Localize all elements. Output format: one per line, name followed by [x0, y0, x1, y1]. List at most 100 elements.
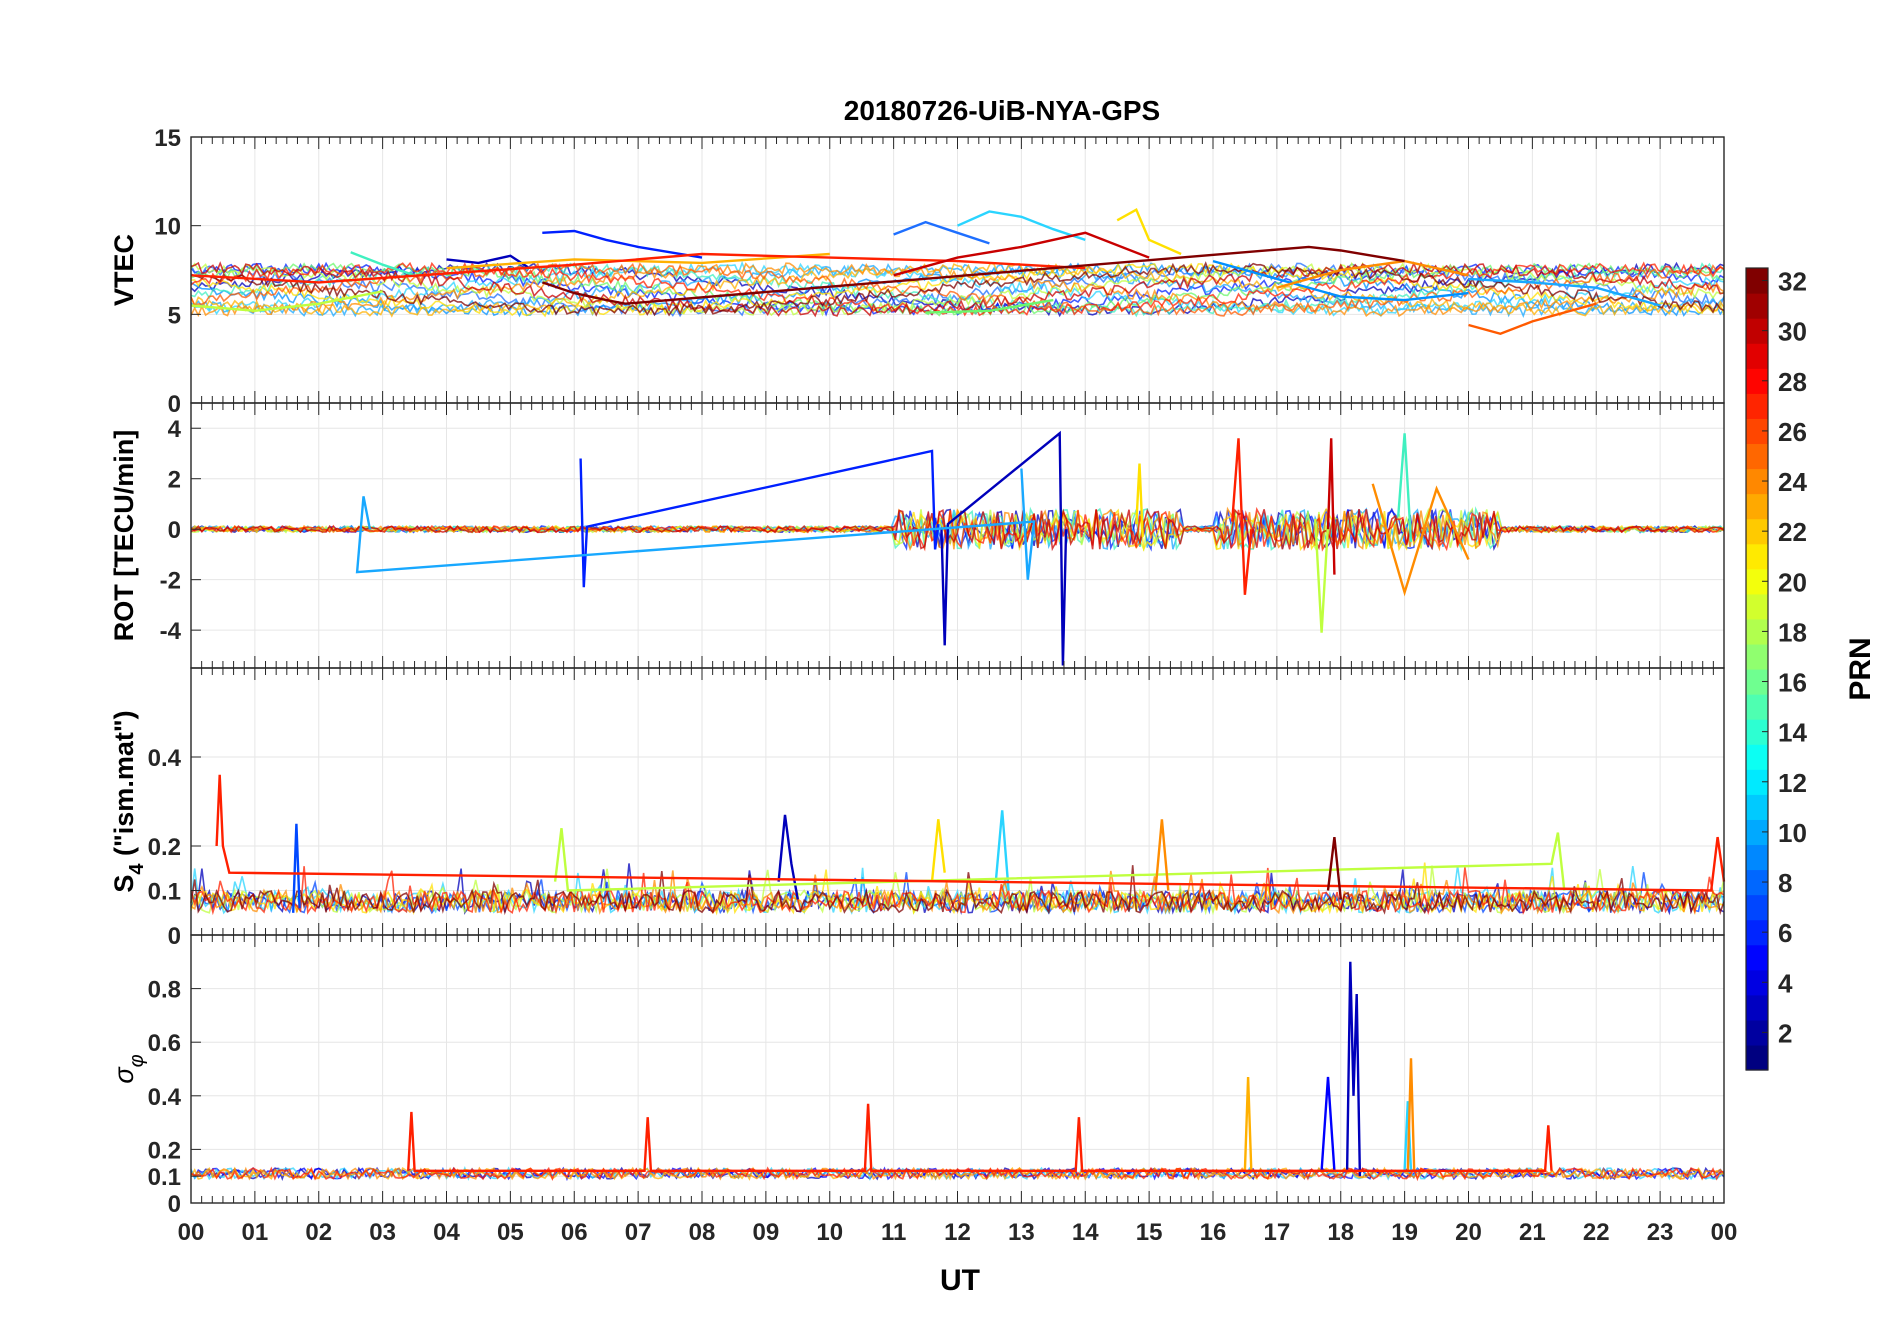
- sigma_phi-y-label-main: σ: [109, 1066, 139, 1084]
- vtec-series-prn-8: [1212, 259, 1469, 302]
- vtec-series-prn-16: [925, 298, 1054, 314]
- s4-series-prn-24: [1154, 819, 1170, 891]
- sigma_phi-y-tick-label: 0: [168, 1191, 181, 1218]
- rot-noise-trace: [190, 508, 1725, 552]
- colorbar-swatch: [1746, 593, 1768, 620]
- vtec-x-ticks: [190, 137, 1725, 403]
- s4-noise-trace: [190, 866, 1725, 916]
- figure-title: 20180726-UiB-NYA-GPS: [844, 95, 1160, 126]
- rot-series-prn-14: [1397, 433, 1413, 542]
- s4-noise-traces: [190, 862, 1725, 916]
- colorbar-swatch: [1746, 819, 1768, 846]
- x-tick-label: 10: [816, 1219, 843, 1246]
- rot-y-tick-label: -2: [160, 568, 181, 595]
- vtec-noise-trace: [190, 262, 1725, 318]
- vtec-series-prn-32: [541, 245, 1405, 305]
- x-tick-label: 19: [1391, 1219, 1418, 1246]
- vtec-y-label: VTEC: [109, 234, 139, 306]
- vtec-noise-trace: [190, 262, 1725, 318]
- sigma_phi-series-prn-24: [1406, 1058, 1416, 1171]
- x-tick-label: 14: [1072, 1219, 1099, 1246]
- colorbar-tick-label: 10: [1778, 818, 1807, 848]
- vtec-series: [190, 208, 1661, 336]
- x-axis-label: UT: [940, 1264, 980, 1297]
- colorbar-swatch: [1746, 643, 1768, 670]
- x-tick-label: 16: [1200, 1219, 1227, 1246]
- s4-y-tick-label: 0: [168, 923, 181, 950]
- x-tick-label: 04: [433, 1219, 460, 1246]
- colorbar-swatch: [1746, 994, 1768, 1021]
- colorbar-swatch: [1746, 318, 1768, 344]
- colorbar-swatch: [1746, 518, 1768, 545]
- colorbar-swatch: [1746, 418, 1768, 445]
- x-tick-label: 21: [1519, 1219, 1546, 1246]
- colorbar-swatch: [1746, 268, 1768, 294]
- vtec-series-prn-14: [350, 251, 415, 277]
- colorbar-swatch: [1746, 343, 1768, 369]
- x-tick-label: 00: [178, 1219, 205, 1246]
- colorbar-tick-label: 2: [1778, 1018, 1792, 1048]
- colorbar-swatch: [1746, 969, 1768, 996]
- vtec-series-prn-28: [190, 252, 1086, 284]
- rot-series-prn-20: [1135, 463, 1144, 537]
- colorbar-tick-label: 26: [1778, 417, 1807, 447]
- x-tick-label: 20: [1455, 1219, 1482, 1246]
- sigma_phi-y-tick-label: 0.1: [148, 1164, 181, 1191]
- colorbar-label: PRN: [1844, 637, 1877, 700]
- sigma_phi-y-label-sub: φ: [126, 1054, 148, 1067]
- colorbar-swatch: [1746, 844, 1768, 871]
- colorbar-tick-label: 28: [1778, 367, 1807, 397]
- sigma_phi-noise-traces: [190, 1165, 1725, 1182]
- s4-y-tick-label: 0.4: [148, 745, 182, 772]
- colorbar-swatch: [1746, 368, 1768, 394]
- s4-y-label: S4 ("ism.mat"): [109, 710, 148, 892]
- colorbar-swatch: [1746, 1044, 1768, 1071]
- colorbar-tick-label: 14: [1778, 718, 1807, 748]
- s4-y-tick-label: 0.1: [148, 879, 181, 906]
- s4-noise-trace: [190, 865, 1725, 916]
- colorbar-tick-label: 16: [1778, 668, 1807, 698]
- sigma_phi-noise-trace: [190, 1166, 1725, 1181]
- colorbar-tick-label: 32: [1778, 267, 1807, 297]
- colorbar-swatch: [1746, 869, 1768, 896]
- x-tick-label: 02: [305, 1219, 332, 1246]
- x-tick-label: 01: [242, 1219, 269, 1246]
- panel-sigma_phi: 00.10.2 0.4 0.6 0.8 σφ: [109, 934, 1725, 1218]
- rot-x-ticks: [190, 403, 1725, 668]
- vtec-series-prn-12: [957, 210, 1086, 242]
- sigma_phi-y-tick-label: 0.2: [148, 1137, 181, 1164]
- colorbar-swatch: [1746, 744, 1768, 770]
- colorbar-swatch: [1746, 493, 1768, 520]
- s4-series-prn-12: [994, 810, 1010, 891]
- rot-series-prn-24: [1371, 483, 1470, 597]
- vtec-y-tick-label: 15: [154, 125, 181, 152]
- colorbar-swatch: [1746, 919, 1768, 946]
- x-tick-label: 15: [1136, 1219, 1163, 1246]
- s4-y-label-rest: ("ism.mat"): [109, 710, 139, 863]
- colorbar-swatch: [1746, 468, 1768, 495]
- s4-series-prn-28: [215, 774, 1726, 892]
- vtec-series-prn-7: [893, 220, 990, 245]
- sigma_phi-series: [407, 961, 1553, 1177]
- x-tick-label: 09: [753, 1219, 780, 1246]
- colorbar-tick-label: 4: [1778, 968, 1793, 998]
- vtec-series-prn-10: [1468, 277, 1661, 307]
- sigma_phi-y-tick-label: 0.6: [148, 1030, 181, 1057]
- sigma_phi-y-label: σφ: [109, 1054, 148, 1083]
- colorbar-swatch: [1746, 443, 1768, 470]
- panel-vtec: 0 5 10 15 VTEC: [109, 125, 1725, 418]
- colorbar-tick-label: 22: [1778, 517, 1807, 547]
- vtec-noise-trace: [190, 262, 1725, 318]
- vtec-series-prn-18: [190, 290, 383, 313]
- vtec-series-prn-26: [1468, 302, 1597, 336]
- s4-series-prn-18: [553, 828, 1566, 892]
- sigma_phi-series-prn-12: [1403, 1101, 1413, 1171]
- s4-series-prn-2: [777, 814, 799, 900]
- x-tick-label: 18: [1327, 1219, 1354, 1246]
- colorbar-swatch: [1746, 719, 1768, 745]
- colorbar-swatch: [1746, 543, 1768, 570]
- colorbar-swatch: [1746, 568, 1768, 595]
- colorbar-swatch: [1746, 769, 1768, 795]
- colorbar-frame: [1745, 267, 1769, 1071]
